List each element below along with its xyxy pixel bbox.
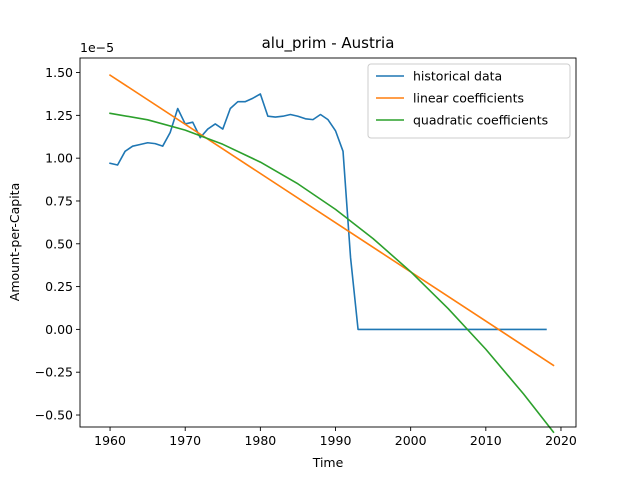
y-tick-label: −0.50	[35, 408, 73, 423]
y-axis-offset-label: 1e−5	[80, 40, 114, 55]
y-tick-label: 1.25	[45, 108, 73, 123]
y-tick-label: 0.75	[45, 193, 73, 208]
x-tick-label: 1970	[169, 433, 201, 448]
y-tick-label: 1.00	[45, 151, 73, 166]
legend: historical data linear coefficients quadra…	[367, 63, 571, 139]
axes-frame	[79, 57, 577, 428]
x-tick-label: 1990	[320, 433, 352, 448]
x-tick-label: 2000	[395, 433, 427, 448]
chart-title: alu_prim - Austria	[262, 34, 395, 53]
legend-label: historical data	[413, 69, 502, 84]
x-tick-label: 2020	[545, 433, 577, 448]
axes-layer: 1960 1970 1980 1990 2000 2010 2020 −0.50 −0.25 0.…	[35, 57, 577, 448]
legend-label: linear coefficients	[413, 91, 524, 106]
y-tick-label: −0.25	[35, 365, 73, 380]
y-tick-label: 0.50	[45, 236, 73, 251]
x-axis-title: Time	[312, 455, 344, 470]
legend-label: quadratic coefficients	[413, 113, 548, 128]
y-tick-label: 0.25	[45, 279, 73, 294]
x-tick-label: 1960	[94, 433, 126, 448]
series-line-quadratic-coefficients	[109, 112, 555, 434]
y-tick-label: 1.50	[45, 65, 73, 80]
series-line-linear-coefficients	[108, 74, 555, 367]
x-tick-label: 2010	[470, 433, 502, 448]
x-tick-label: 1980	[244, 433, 276, 448]
series-layer	[108, 74, 555, 434]
y-axis-title: Amount-per-Capita	[7, 183, 22, 301]
y-tick-label: 0.00	[45, 322, 73, 337]
series-line-historical-data	[109, 93, 547, 331]
legend-box	[367, 63, 571, 139]
